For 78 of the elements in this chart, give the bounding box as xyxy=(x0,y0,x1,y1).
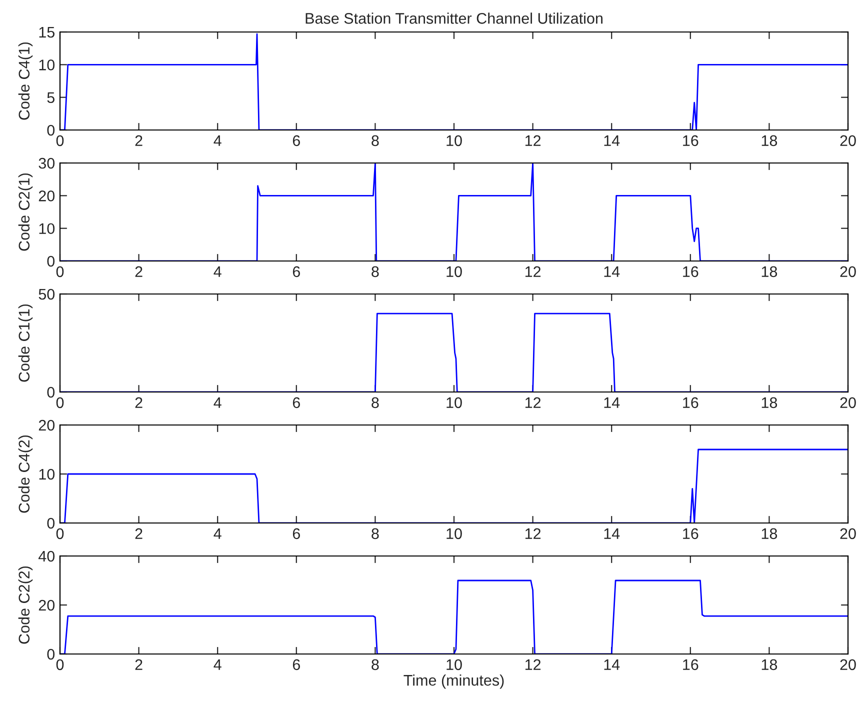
x-tick-label: 10 xyxy=(446,266,462,278)
chart-title: Base Station Transmitter Channel Utilization xyxy=(306,12,602,24)
x-tick-label: 4 xyxy=(214,528,222,539)
x-tick-label: 6 xyxy=(292,135,300,146)
x-tick-label: 12 xyxy=(525,397,541,408)
x-tick-label: 2 xyxy=(135,659,142,670)
x-tick-label: 8 xyxy=(372,266,379,278)
x-tick-label: 20 xyxy=(840,266,856,278)
x-tick-label: 14 xyxy=(604,266,620,277)
y-tick-label: 20 xyxy=(38,420,55,431)
y-tick-label: 40 xyxy=(38,550,55,562)
x-tick-label: 14 xyxy=(604,135,620,146)
x-tick-label: 16 xyxy=(683,397,698,408)
x-tick-label: 8 xyxy=(372,397,379,408)
x-tick-label: 6 xyxy=(292,397,300,408)
y-tick-label: 5 xyxy=(47,92,54,104)
y-tick-label: 0 xyxy=(47,386,55,398)
x-tick-label: 20 xyxy=(840,397,856,408)
x-axis-title: Time (minutes) xyxy=(404,674,504,689)
x-tick-label: 16 xyxy=(683,528,698,540)
x-tick-label: 4 xyxy=(214,266,222,277)
x-tick-label: 16 xyxy=(683,266,698,278)
x-tick-label: 8 xyxy=(372,659,379,670)
x-tick-label: 14 xyxy=(604,528,620,539)
x-tick-label: 10 xyxy=(446,397,462,408)
x-tick-label: 14 xyxy=(604,397,620,408)
y-tick-label: 20 xyxy=(38,190,55,202)
y-axis-title: Code C4(2) xyxy=(18,435,33,513)
x-tick-label: 16 xyxy=(683,135,698,146)
x-tick-label: 18 xyxy=(762,528,778,540)
x-tick-label: 10 xyxy=(446,135,462,146)
x-tick-label: 20 xyxy=(840,659,856,670)
x-tick-label: 20 xyxy=(840,528,856,540)
x-tick-label: 18 xyxy=(762,659,778,670)
x-tick-label: 18 xyxy=(762,135,778,146)
x-tick-label: 4 xyxy=(214,135,222,146)
x-tick-label: 8 xyxy=(372,135,379,146)
x-tick-label: 2 xyxy=(135,528,142,539)
y-tick-label: 0 xyxy=(47,648,55,660)
x-tick-label: 0 xyxy=(56,266,64,278)
x-tick-label: 10 xyxy=(446,528,462,540)
x-tick-label: 0 xyxy=(56,135,64,146)
x-tick-label: 14 xyxy=(604,659,620,670)
x-tick-label: 4 xyxy=(214,659,222,670)
x-tick-label: 6 xyxy=(292,528,300,540)
x-tick-label: 4 xyxy=(214,397,222,408)
y-tick-label: 0 xyxy=(47,256,55,267)
x-tick-label: 0 xyxy=(56,397,64,408)
y-axis-title: Code C2(1) xyxy=(18,173,33,251)
y-axis-title: Code C2(2) xyxy=(18,566,33,644)
y-tick-label: 0 xyxy=(47,518,55,529)
x-tick-label: 18 xyxy=(762,397,778,408)
y-axis-title: Code C4(1) xyxy=(18,42,33,120)
x-tick-label: 2 xyxy=(135,397,142,408)
x-tick-label: 6 xyxy=(292,659,300,670)
x-tick-label: 12 xyxy=(525,135,541,146)
y-tick-label: 10 xyxy=(39,60,55,70)
x-tick-label: 6 xyxy=(292,266,300,278)
y-tick-label: 15 xyxy=(39,27,54,38)
y-tick-label: 30 xyxy=(38,158,55,169)
y-tick-label: 10 xyxy=(39,223,55,234)
x-tick-label: 0 xyxy=(56,528,64,540)
x-tick-label: 8 xyxy=(372,528,379,540)
y-tick-label: 0 xyxy=(47,124,55,136)
y-axis-title: Code C1(1) xyxy=(18,304,33,382)
x-tick-label: 12 xyxy=(525,266,541,277)
x-tick-label: 20 xyxy=(840,135,856,146)
y-tick-label: 10 xyxy=(39,468,55,480)
x-tick-label: 2 xyxy=(135,266,142,277)
x-tick-label: 12 xyxy=(525,528,541,539)
x-tick-label: 2 xyxy=(135,135,142,146)
y-tick-label: 20 xyxy=(38,600,55,611)
x-tick-label: 10 xyxy=(446,659,462,670)
x-tick-label: 16 xyxy=(683,659,698,670)
y-tick-label: 50 xyxy=(38,288,55,300)
x-tick-label: 0 xyxy=(56,659,64,670)
x-tick-label: 18 xyxy=(762,266,778,278)
x-tick-label: 12 xyxy=(525,659,541,670)
